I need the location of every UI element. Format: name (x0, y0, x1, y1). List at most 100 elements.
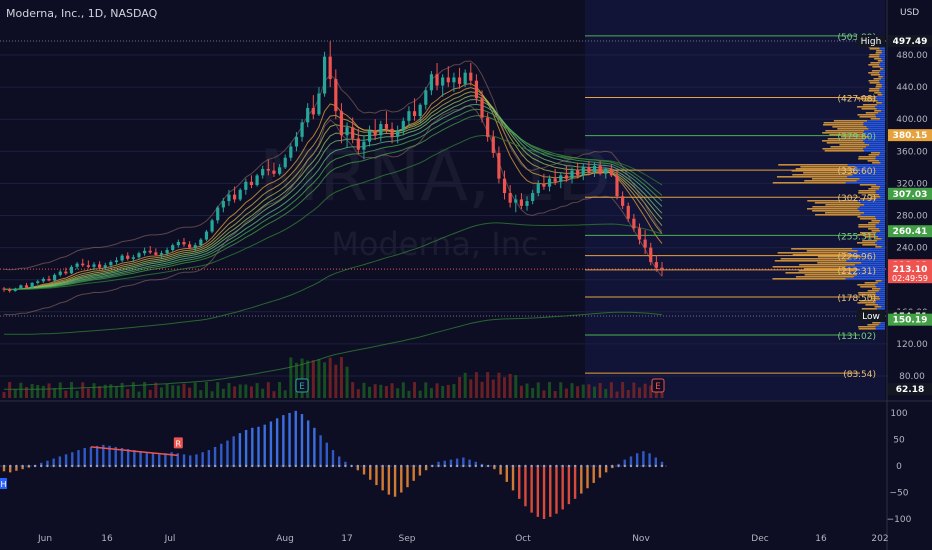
profile-bar-up (879, 62, 885, 64)
time-tick-label: Nov (632, 534, 650, 544)
profile-bar-up (869, 136, 885, 138)
zero-dot (611, 464, 614, 468)
candle-body (491, 136, 495, 153)
profile-bar-down (868, 296, 880, 298)
volume-bar (334, 364, 338, 398)
profile-bar-down (800, 166, 856, 168)
candle-body (429, 74, 434, 91)
zero-dot (462, 464, 465, 468)
profile-bar-down (868, 188, 880, 190)
profile-bar-down (864, 100, 878, 102)
volume-bar (503, 377, 507, 398)
symbol-title: Moderna, Inc., 1D, NASDAQ (6, 7, 158, 20)
profile-bar-down (823, 124, 864, 126)
candle-body (412, 111, 417, 116)
volume-bar (41, 385, 45, 398)
oscillator-axis[interactable]: 100 50 0 −50 −100 (887, 409, 912, 525)
candle-body (446, 77, 450, 83)
band-lower (3, 105, 663, 316)
profile-bar-down (859, 300, 877, 302)
volume-bar (210, 391, 214, 398)
candle-body (289, 146, 293, 158)
candle-body (300, 122, 304, 137)
volume-bar (81, 382, 85, 398)
candle-body (457, 77, 462, 84)
candle-body (69, 266, 74, 274)
profile-bar-down (875, 52, 882, 54)
zero-dot (617, 464, 620, 468)
profile-bar-up (854, 264, 885, 266)
profile-bar-up (878, 290, 885, 292)
candle-body (632, 218, 636, 229)
profile-bar-up (875, 292, 885, 294)
time-tick-label: 16 (101, 534, 113, 544)
time-axis[interactable]: Jun 16 Jul Aug 17 Sep Oct Nov Dec 16 202 (37, 534, 889, 544)
volume-bar (53, 388, 57, 398)
profile-bar-up (879, 90, 885, 92)
profile-bar-up (864, 204, 885, 206)
profile-bar-up (875, 242, 885, 244)
candle-body (154, 252, 158, 255)
profile-bar-up (881, 58, 885, 60)
candle-body (334, 79, 338, 112)
profile-bar-up (876, 96, 885, 98)
ribbon-line (3, 115, 663, 290)
profile-bar-down (792, 254, 853, 256)
zero-dot (232, 464, 235, 468)
profile-bar-down (878, 76, 883, 78)
zero-dot (294, 464, 297, 468)
profile-bar-down (875, 238, 882, 240)
profile-bar-up (847, 164, 885, 166)
profile-bar-down (798, 270, 855, 272)
zero-dot (58, 464, 62, 468)
profile-bar-up (881, 50, 885, 52)
zero-dot (288, 464, 291, 468)
volume-bar (2, 392, 6, 398)
candle-body (283, 157, 287, 168)
volume-bar (238, 384, 242, 398)
profile-bar-up (876, 286, 885, 288)
zero-dot (9, 464, 12, 468)
profile-bar-down (877, 60, 883, 62)
zero-dot (319, 464, 322, 468)
zero-dot (170, 464, 173, 468)
volume-bar (396, 388, 400, 398)
profile-bar-down (825, 212, 865, 214)
zero-dot (2, 464, 6, 468)
profile-bar-up (857, 208, 885, 210)
volume-bar (452, 384, 456, 398)
divergence-line (90, 446, 178, 457)
profile-bar-up (852, 254, 885, 256)
profile-bar-up (875, 106, 885, 108)
zero-dot (139, 464, 142, 468)
candle-body (351, 127, 355, 139)
oscillator-tick-label: 0 (896, 462, 902, 472)
candle-body (643, 239, 647, 248)
candle-body (92, 264, 96, 267)
zero-dot (151, 464, 155, 468)
profile-bar-down (857, 114, 876, 116)
volume-bar (188, 387, 192, 398)
volume-bar (227, 383, 231, 398)
profile-bar-down (776, 176, 848, 178)
profile-bar-down (871, 70, 881, 72)
volume-bar (632, 382, 636, 398)
profile-bar-up (863, 124, 885, 126)
candle-body (345, 127, 349, 136)
profile-bar-up (881, 110, 885, 112)
zero-dot (629, 464, 633, 468)
fib-label: (503.89) (837, 33, 876, 43)
profile-bar-down (806, 250, 858, 252)
watermark-name: Moderna, Inc. (331, 225, 549, 263)
profile-bar-down (799, 264, 855, 266)
price-tick-label: 440.00 (896, 83, 928, 93)
candle-body (98, 264, 102, 268)
zero-dot (499, 464, 502, 468)
profile-bar-up (864, 138, 885, 140)
zero-dot (344, 464, 347, 468)
volume-bar (159, 387, 163, 398)
candle-body (81, 263, 85, 266)
volume-bar (345, 366, 349, 398)
